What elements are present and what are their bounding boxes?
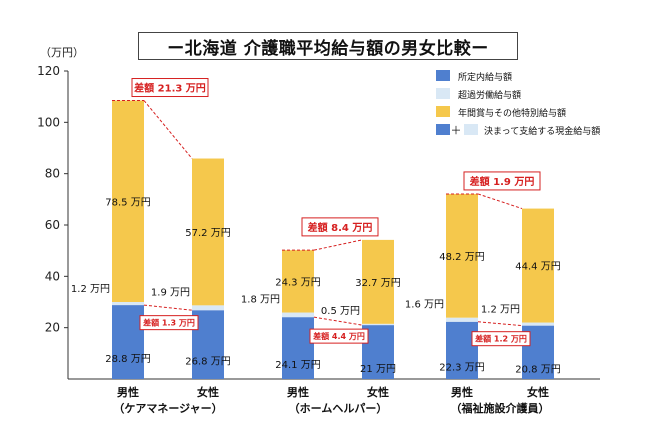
bar-segment-bonus — [112, 100, 144, 303]
x-tick-label: 男性 — [451, 385, 473, 399]
diff-box-total — [463, 171, 541, 191]
data-label-overtime: 1.6 万円 — [405, 300, 444, 311]
bar-segment-overtime — [112, 302, 144, 306]
legend-plus: ＋ — [451, 124, 462, 137]
diff-box-base — [471, 331, 531, 347]
diff-dashed-line-total — [143, 100, 193, 159]
group-label: （福祉施設介護員） — [451, 401, 550, 415]
data-label-bonus: 78.5 万円 — [105, 197, 150, 208]
legend-swatch-bonus — [436, 106, 450, 117]
bar-segment-overtime — [362, 323, 394, 326]
bar-segment-overtime — [192, 305, 224, 311]
diff-label-total: 差額 8.4 万円 — [308, 221, 373, 234]
data-label-bonus: 24.3 万円 — [275, 277, 320, 288]
x-tick-label: 男性 — [117, 385, 139, 399]
legend-swatch-base — [436, 124, 450, 135]
data-label-overtime: 0.5 万円 — [321, 306, 360, 317]
chart-title: ー北海道 介護職平均給与額の男女比較ー — [138, 32, 518, 60]
y-tick-label: 120 — [37, 64, 60, 78]
diff-dashed-line-total — [477, 193, 523, 210]
diff-box-base — [139, 315, 199, 331]
diff-label-total: 差額 21.3 万円 — [134, 82, 206, 95]
data-label-base: 22.3 万円 — [439, 362, 484, 373]
data-label-base: 20.8 万円 — [515, 364, 560, 375]
legend-swatch-base — [436, 70, 450, 81]
data-label-bonus: 32.7 万円 — [355, 278, 400, 289]
bar-segment-bonus — [282, 250, 314, 313]
x-tick-label: 女性 — [527, 385, 549, 399]
data-label-overtime: 1.8 万円 — [241, 295, 280, 306]
bar-segment-base — [112, 305, 144, 379]
data-label-base: 24.1 万円 — [275, 360, 320, 371]
bar-segment-bonus — [446, 193, 478, 318]
data-label-overtime: 1.2 万円 — [481, 305, 520, 316]
y-tick-label: 100 — [37, 115, 60, 129]
data-label-base: 26.8 万円 — [185, 357, 230, 368]
legend-label: 超過労働給与額 — [458, 89, 521, 101]
diff-label-base: 差額 1.2 万円 — [474, 334, 527, 344]
bar-segment-bonus — [522, 208, 554, 323]
legend-swatch-overtime — [436, 88, 450, 99]
y-tick-label: 60 — [45, 218, 60, 232]
diff-label-total: 差額 1.9 万円 — [470, 175, 535, 188]
x-tick-label: 男性 — [287, 385, 309, 399]
x-tick-label: 女性 — [367, 385, 389, 399]
data-label-base: 28.8 万円 — [105, 354, 150, 365]
y-tick-label: 80 — [45, 167, 60, 181]
group-label: （ケアマネージャー） — [113, 402, 222, 415]
bar-segment-overtime — [282, 312, 314, 318]
diff-dashed-line-base — [477, 321, 523, 327]
data-label-base: 21 万円 — [360, 364, 396, 375]
data-label-overtime: 1.9 万円 — [151, 287, 190, 298]
x-tick-label: 女性 — [197, 385, 219, 399]
diff-dashed-line-base — [143, 304, 193, 311]
y-tick-label: 40 — [45, 269, 60, 283]
data-label-overtime: 1.2 万円 — [71, 284, 110, 295]
diff-dashed-line-base — [313, 316, 363, 326]
y-axis-unit-label: （万円） — [40, 46, 84, 59]
diff-label-base: 差額 4.4 万円 — [312, 331, 365, 341]
bar-segment-bonus — [192, 158, 224, 306]
diff-box-total — [301, 217, 379, 237]
data-label-bonus: 44.4 万円 — [515, 262, 560, 273]
y-tick-label: 20 — [45, 321, 60, 335]
diff-dashed-line-total — [313, 239, 363, 251]
legend-label: 決まって支給する現金給与額 — [484, 125, 600, 137]
diff-box-total — [131, 78, 209, 98]
diff-box-base — [309, 328, 369, 344]
legend-label: 年間賞与その他特別給与額 — [458, 107, 566, 119]
bar-segment-overtime — [522, 322, 554, 326]
diff-label-base: 差額 1.3 万円 — [142, 318, 195, 328]
bar-segment-bonus — [362, 239, 394, 324]
data-label-bonus: 57.2 万円 — [185, 228, 230, 239]
bar-segment-base — [282, 317, 314, 379]
legend-label: 所定内給与額 — [458, 71, 512, 83]
group-label: （ホームヘルパー） — [289, 402, 388, 415]
legend-swatch-overtime — [464, 124, 478, 135]
bar-segment-overtime — [446, 317, 478, 322]
data-label-bonus: 48.2 万円 — [439, 252, 484, 263]
